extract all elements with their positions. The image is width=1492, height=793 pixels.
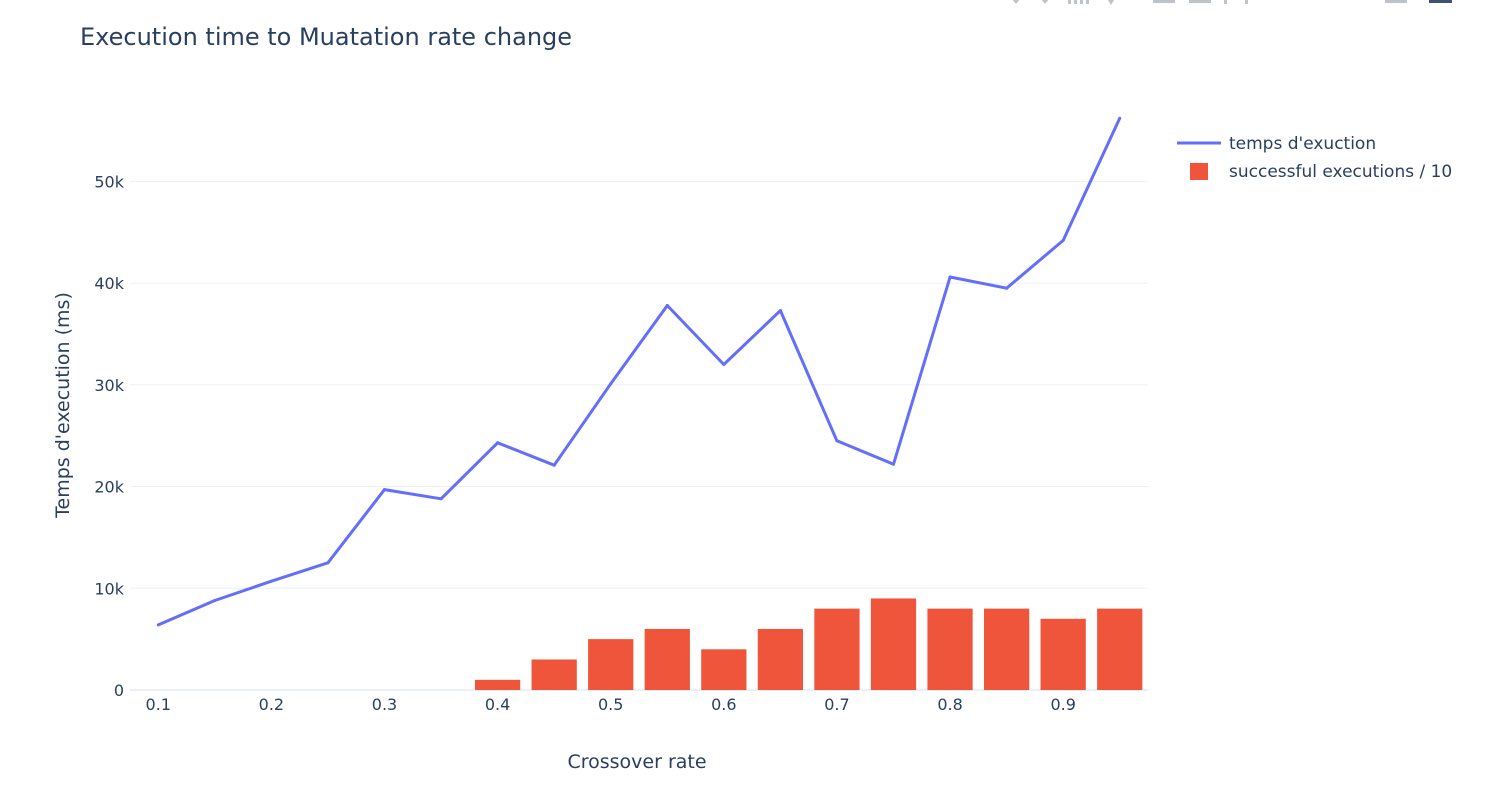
x-tick-label: 0.5 [598,695,623,714]
line-point-15[interactable] [1005,286,1009,290]
zoom-out-icon[interactable] [1040,0,1050,4]
line-point-0[interactable] [156,623,160,627]
x-tick-label: 0.4 [485,695,510,714]
bar-17[interactable] [1097,608,1143,690]
bar-9[interactable] [644,628,690,690]
bar-13[interactable] [870,598,917,690]
line-point-5[interactable] [439,497,443,501]
y-tick-label: 40k [94,274,124,293]
x-tick-label: 0.8 [937,695,962,714]
line-point-16[interactable] [1061,238,1065,242]
bar-8[interactable] [588,639,634,690]
y-tick-label: 20k [94,478,124,497]
legend-item-line[interactable]: temps d'exuction [1177,134,1376,154]
bar-10[interactable] [701,649,747,690]
x-tick-label: 0.6 [711,695,736,714]
x-tick-label: 0.3 [372,695,397,714]
line-point-3[interactable] [326,561,330,565]
line-point-6[interactable] [496,441,500,445]
autoscale-icon[interactable] [1068,0,1089,4]
legend-item-bar[interactable]: successful executions / 10 [1190,162,1452,182]
legend-label-line: temps d'exuction [1229,134,1376,154]
y-axis-ticks: 0 10k 20k 30k 40k 50k [94,172,124,700]
bar-12[interactable] [814,608,860,690]
hover-compare-icon[interactable] [1224,0,1248,4]
bar-16[interactable] [1040,618,1086,690]
line-point-11[interactable] [778,309,782,313]
x-axis-ticks: 0.1 0.2 0.3 0.4 0.5 0.6 0.7 0.8 0.9 [146,695,1076,714]
x-tick-label: 0.9 [1050,695,1075,714]
x-axis-title: Crossover rate [567,751,706,773]
bar-14[interactable] [927,608,973,690]
line-point-17[interactable] [1118,116,1122,120]
line-point-8[interactable] [609,382,613,386]
line-point-4[interactable] [383,488,386,492]
hover-closest-icon[interactable] [1189,0,1211,3]
line-point-2[interactable] [269,579,273,583]
x-tick-label: 0.2 [259,695,284,714]
reset-axes-icon[interactable] [1108,0,1114,5]
bar-6[interactable] [474,679,521,690]
legend[interactable]: temps d'exuction successful executions /… [1177,134,1452,182]
spike-lines-icon[interactable] [1153,0,1175,3]
line-point-1[interactable] [213,598,217,602]
bar-series [474,598,1143,690]
download-plot-icon[interactable] [1385,0,1407,3]
modebar[interactable] [1011,0,1452,5]
legend-bar-swatch [1190,163,1208,180]
y-axis-title: Temps d'execution (ms) [52,292,74,519]
execution-time-line[interactable] [157,117,1122,627]
gridlines [130,180,1148,691]
y-tick-label: 0 [114,681,124,700]
line-series [156,116,1122,627]
x-tick-label: 0.7 [824,695,849,714]
y-tick-label: 30k [94,376,124,395]
line-point-13[interactable] [892,462,895,466]
bar-11[interactable] [757,628,804,690]
x-tick-label: 0.1 [146,695,171,714]
chart-title: Execution time to Muatation rate change [80,23,572,51]
plotly-logo-icon[interactable] [1429,0,1452,3]
legend-label-bar: successful executions / 10 [1229,162,1452,182]
y-tick-label: 50k [94,172,124,191]
line-point-9[interactable] [665,303,669,307]
line-point-10[interactable] [722,362,726,366]
y-tick-label: 10k [94,579,124,598]
zoom-in-icon[interactable] [1011,0,1021,4]
line-point-12[interactable] [835,439,839,443]
bar-15[interactable] [983,608,1030,690]
line-point-7[interactable] [552,463,556,467]
bar-7[interactable] [531,659,577,690]
line-point-14[interactable] [948,275,952,279]
